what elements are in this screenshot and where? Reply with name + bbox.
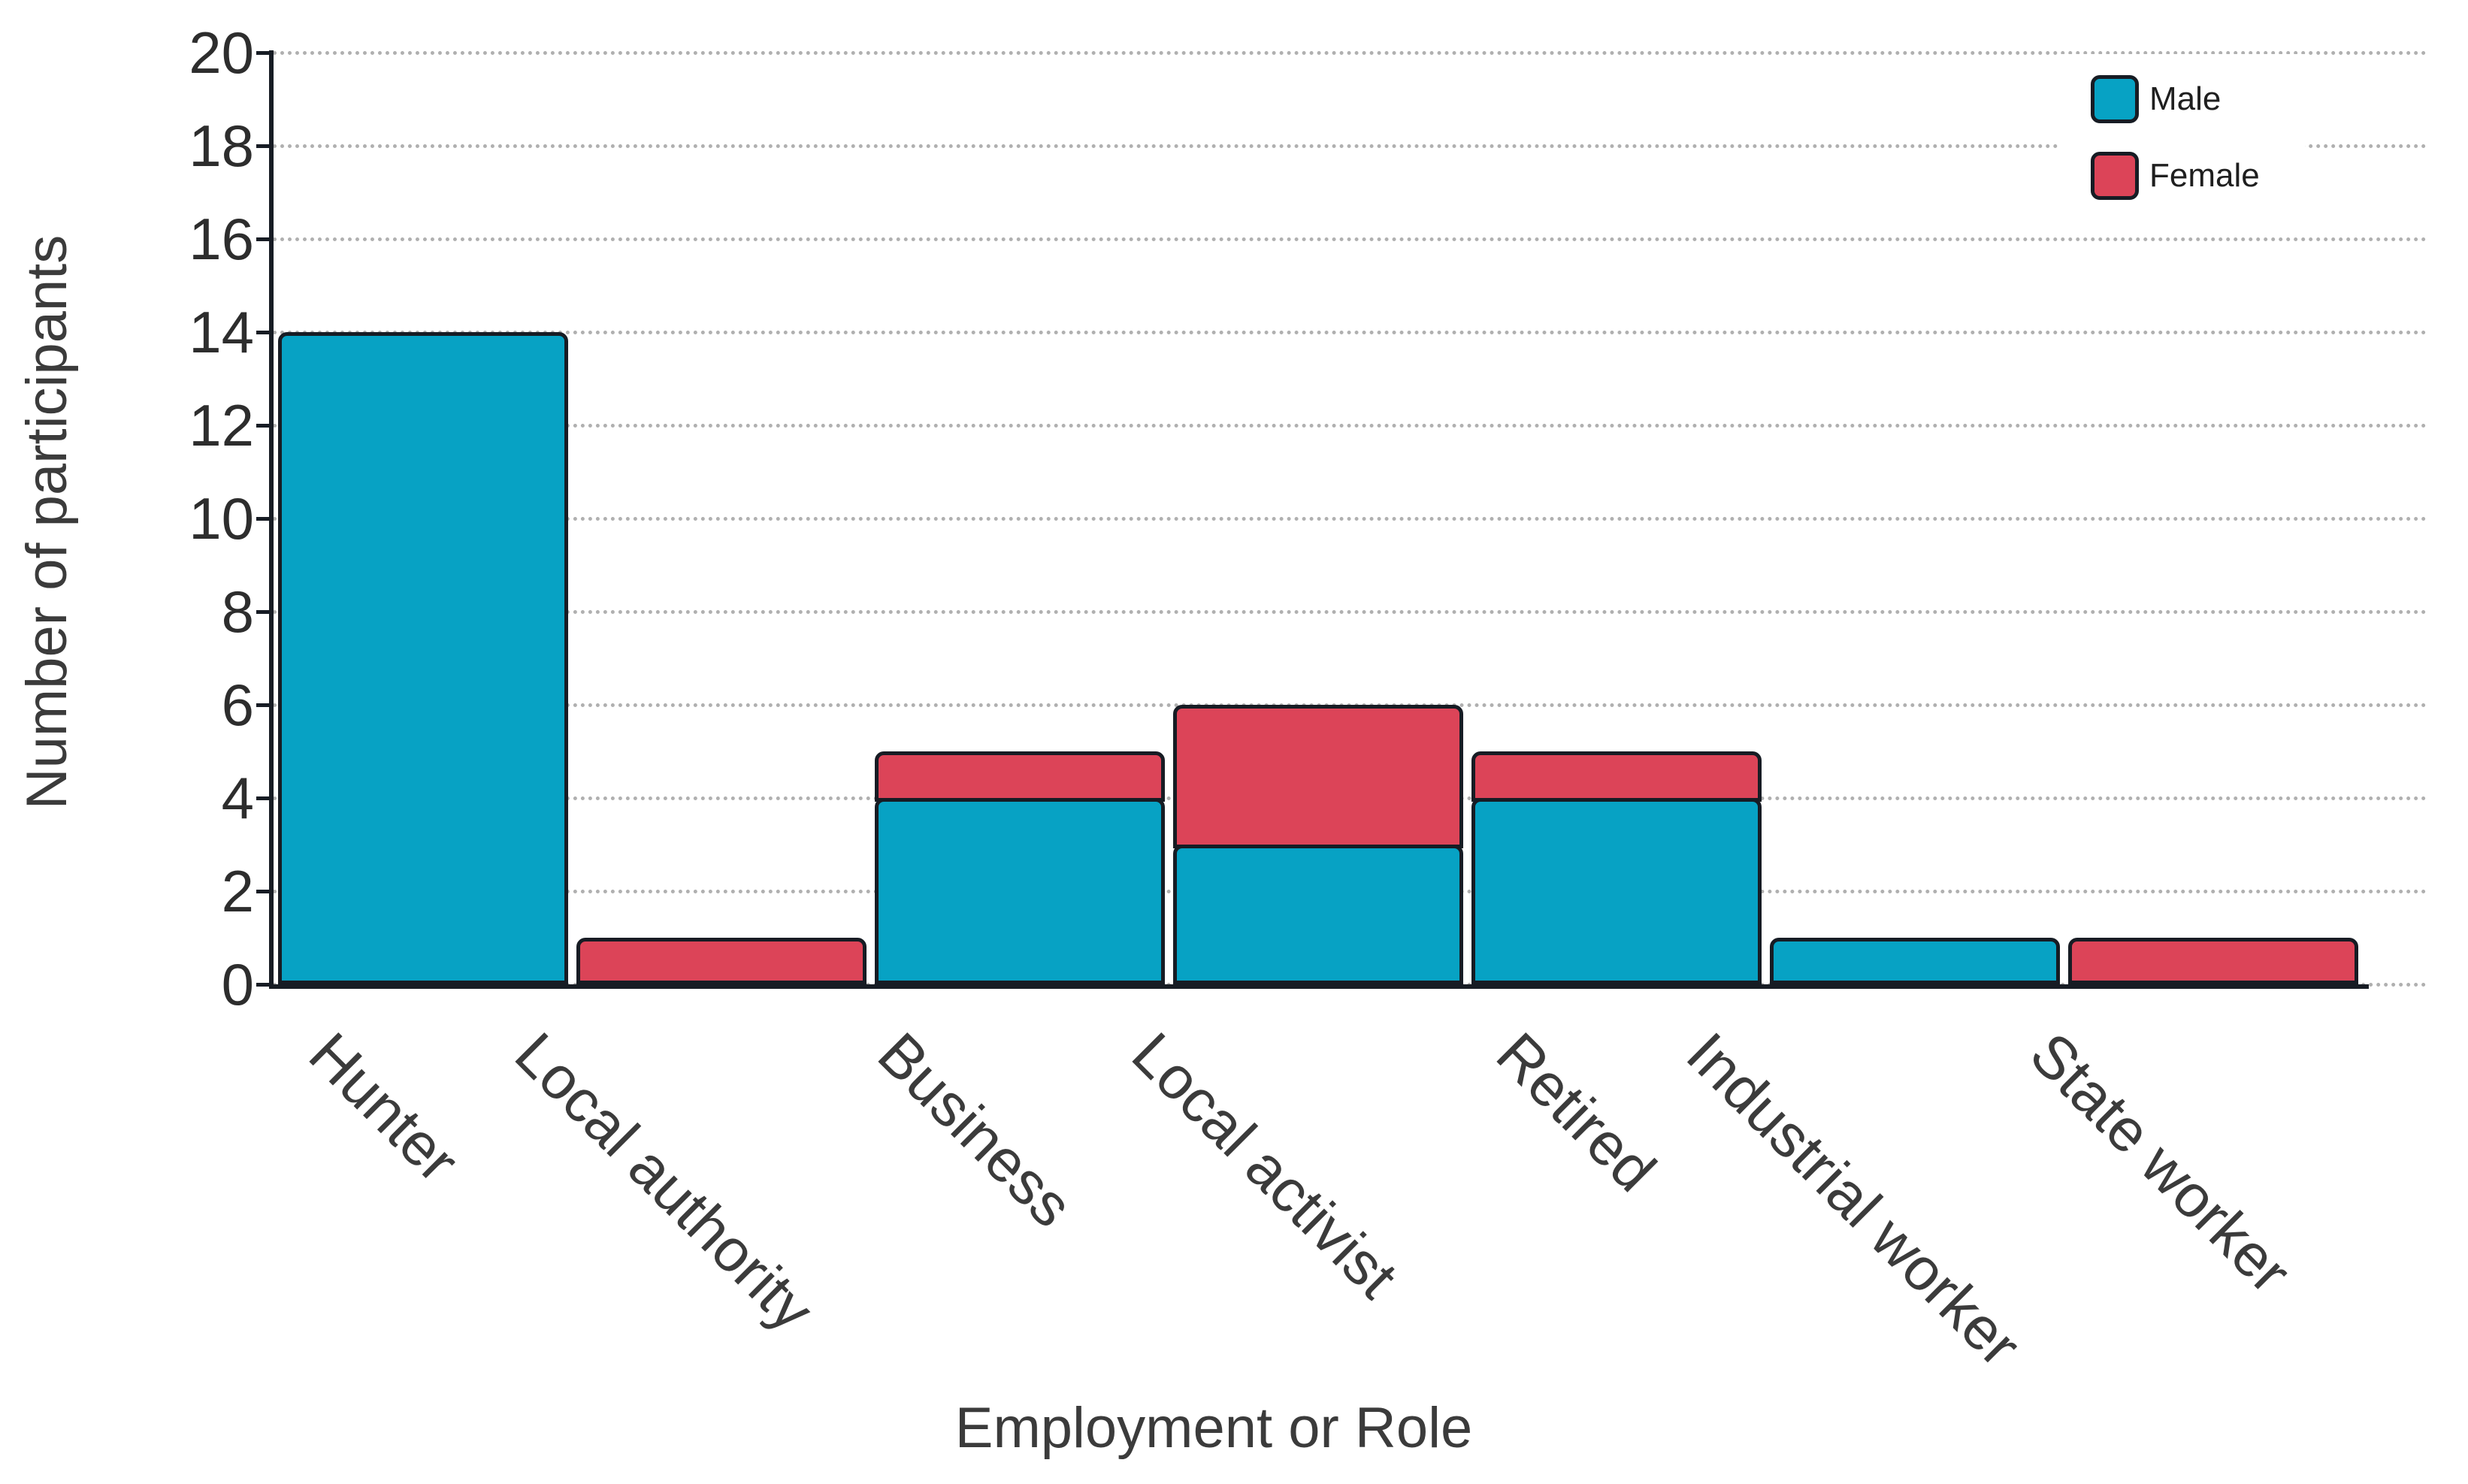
legend-label-male: Male bbox=[2149, 80, 2222, 117]
y-tick-mark-8 bbox=[256, 610, 271, 614]
bar-retired-male bbox=[1471, 798, 1762, 984]
gridline-y14 bbox=[273, 331, 2427, 334]
y-tick-mark-2 bbox=[256, 890, 271, 893]
y-tick-mark-4 bbox=[256, 796, 271, 800]
gridline-y18 bbox=[273, 144, 2427, 148]
y-tick-mark-0 bbox=[256, 983, 271, 987]
y-tick-label-10: 10 bbox=[189, 485, 254, 552]
gridline-y8 bbox=[273, 610, 2427, 614]
y-tick-mark-14 bbox=[256, 331, 271, 334]
x-tick-label-local-activist: Local activist bbox=[1119, 1020, 1411, 1311]
bar-local-activist-female bbox=[1173, 705, 1463, 848]
y-tick-label-2: 2 bbox=[221, 858, 254, 924]
y-tick-label-12: 12 bbox=[189, 392, 254, 458]
gridline-y16 bbox=[273, 237, 2427, 241]
y-tick-mark-6 bbox=[256, 703, 271, 707]
x-tick-label-hunter: Hunter bbox=[296, 1020, 472, 1195]
legend: Male Female bbox=[2059, 54, 2305, 219]
x-axis-title: Employment or Role bbox=[954, 1396, 1473, 1460]
bar-local-activist-male bbox=[1173, 845, 1463, 984]
gridline-y20 bbox=[273, 51, 2427, 55]
bar-industrial-worker-male bbox=[1770, 938, 2060, 984]
y-axis-line bbox=[269, 50, 274, 989]
gridline-y10 bbox=[273, 517, 2427, 521]
x-axis-line bbox=[269, 984, 2369, 989]
y-tick-label-4: 4 bbox=[221, 765, 254, 831]
legend-swatch-male bbox=[2091, 75, 2139, 123]
y-tick-label-20: 20 bbox=[189, 20, 254, 86]
bar-business-female bbox=[875, 751, 1165, 802]
y-tick-label-6: 6 bbox=[221, 672, 254, 738]
y-tick-mark-20 bbox=[256, 51, 271, 55]
bar-retired-female bbox=[1471, 751, 1762, 802]
y-tick-label-18: 18 bbox=[189, 113, 254, 179]
y-tick-mark-12 bbox=[256, 424, 271, 428]
y-tick-label-8: 8 bbox=[221, 579, 254, 645]
y-tick-label-14: 14 bbox=[189, 299, 254, 365]
bar-local-authority-female bbox=[576, 938, 867, 984]
legend-item-male: Male bbox=[2091, 75, 2260, 123]
y-tick-mark-10 bbox=[256, 517, 271, 521]
y-tick-mark-18 bbox=[256, 144, 271, 148]
y-tick-label-0: 0 bbox=[221, 951, 254, 1017]
bar-business-male bbox=[875, 798, 1165, 984]
y-tick-label-16: 16 bbox=[189, 206, 254, 272]
y-tick-mark-16 bbox=[256, 237, 271, 241]
gridline-y12 bbox=[273, 424, 2427, 428]
bar-state-worker-female bbox=[2068, 938, 2358, 984]
x-tick-label-industrial-worker: Industrial worker bbox=[1674, 1020, 2034, 1380]
x-tick-label-local-authority: Local authority bbox=[502, 1020, 827, 1344]
x-tick-label-business: Business bbox=[865, 1020, 1086, 1240]
legend-item-female: Female bbox=[2091, 152, 2260, 200]
x-tick-label-retired: Retired bbox=[1484, 1020, 1669, 1204]
bar-hunter-male bbox=[278, 332, 568, 984]
legend-label-female: Female bbox=[2149, 157, 2260, 194]
x-tick-label-state-worker: State worker bbox=[2017, 1020, 2304, 1306]
legend-swatch-female bbox=[2091, 152, 2139, 200]
